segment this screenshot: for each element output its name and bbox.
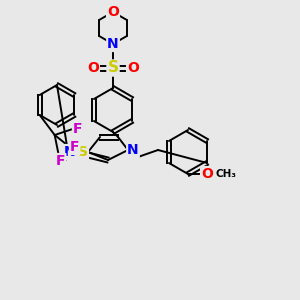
Text: O: O [107,5,119,19]
Text: F: F [70,140,80,154]
Text: CH₃: CH₃ [216,169,237,179]
Text: N: N [127,143,139,157]
Text: F: F [73,122,82,136]
Text: F: F [56,154,65,168]
Text: S: S [78,145,88,159]
Text: O: O [201,167,213,181]
Text: S: S [107,61,118,76]
Text: O: O [127,61,139,75]
Text: O: O [87,61,99,75]
Text: N: N [107,37,119,51]
Text: N: N [64,145,76,159]
